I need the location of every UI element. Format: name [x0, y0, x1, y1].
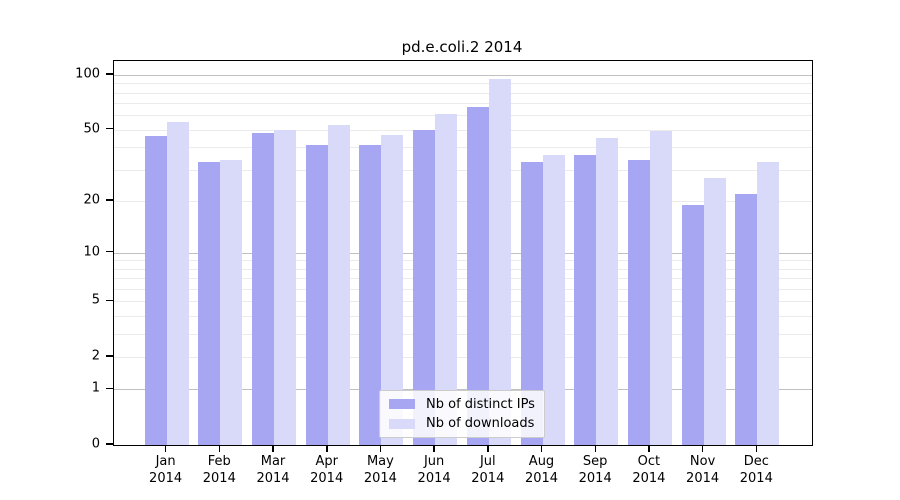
x-tick-label-may: May 2014 — [363, 454, 397, 486]
bar-oct-distinct-ips — [627, 159, 650, 445]
y-tick-label-50: 50 — [83, 121, 100, 137]
gridline-minor-90 — [114, 83, 812, 85]
y-tick-label-0: 0 — [91, 436, 100, 452]
bar-jan-downloads — [166, 122, 189, 445]
gridline-major-1 — [114, 389, 812, 391]
y-tick-mark-1 — [106, 387, 113, 390]
legend-label-distinct-ips: Nb of distinct IPs — [426, 396, 535, 412]
x-tick-label-feb: Feb 2014 — [202, 454, 236, 486]
gridline-minor-4 — [114, 315, 812, 317]
bar-apr-distinct-ips — [305, 145, 328, 445]
bar-may-distinct-ips — [359, 145, 382, 445]
x-tick-mark-nov — [701, 445, 704, 452]
y-tick-label-1: 1 — [91, 380, 100, 396]
y-tick-mark-20 — [106, 199, 113, 201]
x-tick-label-sep: Sep 2014 — [578, 454, 612, 486]
bar-sep-distinct-ips — [574, 155, 597, 445]
x-tick-mark-may — [379, 445, 382, 452]
gridline-minor-8 — [114, 268, 812, 270]
bar-feb-downloads — [220, 159, 243, 445]
x-tick-label-dec: Dec 2014 — [739, 454, 773, 486]
y-tick-label-2: 2 — [91, 348, 100, 364]
gridline-minor-30 — [114, 169, 812, 171]
legend-entry-downloads: Nb of downloads — [380, 416, 544, 431]
x-tick-mark-apr — [326, 445, 328, 452]
bar-mar-distinct-ips — [252, 132, 274, 445]
gridline-minor-2 — [114, 356, 812, 358]
bar-sep-downloads — [596, 137, 619, 445]
x-tick-label-aug: Aug 2014 — [524, 454, 559, 486]
x-tick-mark-feb — [218, 445, 221, 452]
bar-jul-distinct-ips — [466, 106, 489, 445]
bar-jun-downloads — [435, 114, 458, 445]
gridline-minor-6 — [114, 288, 812, 290]
bar-oct-downloads — [649, 131, 672, 445]
y-tick-label-100: 100 — [75, 66, 100, 82]
bar-may-downloads — [381, 134, 404, 445]
x-tick-label-apr: Apr 2014 — [310, 454, 344, 486]
gridline-minor-9 — [114, 260, 812, 262]
x-tick-label-mar: Mar 2014 — [256, 454, 290, 486]
bar-nov-distinct-ips — [681, 204, 704, 445]
x-tick-mark-jan — [164, 445, 167, 452]
y-tick-mark-50 — [106, 127, 113, 130]
bar-jan-distinct-ips — [144, 136, 167, 445]
gridline-minor-60 — [114, 115, 812, 117]
y-tick-mark-0 — [106, 443, 113, 445]
x-tick-mark-mar — [272, 445, 274, 452]
x-tick-label-oct: Oct 2014 — [632, 454, 666, 486]
bar-aug-distinct-ips — [520, 162, 543, 445]
bar-jul-downloads — [488, 78, 511, 445]
y-tick-label-10: 10 — [83, 244, 100, 260]
gridline-minor-5 — [114, 301, 812, 303]
y-tick-label-20: 20 — [83, 192, 100, 208]
legend: Nb of distinct IPs Nb of downloads — [379, 390, 545, 438]
y-tick-mark-10 — [106, 250, 113, 253]
x-tick-label-jul: Jul 2014 — [471, 454, 505, 486]
bar-mar-downloads — [274, 129, 296, 445]
x-tick-label-jun: Jun 2014 — [417, 454, 451, 486]
x-tick-mark-jun — [433, 445, 435, 452]
x-tick-label-jan: Jan 2014 — [149, 454, 183, 486]
y-tick-mark-2 — [106, 355, 113, 357]
gridline-minor-70 — [114, 103, 812, 105]
bar-apr-downloads — [327, 125, 350, 445]
y-tick-mark-5 — [106, 299, 113, 302]
x-tick-mark-dec — [755, 445, 758, 452]
x-tick-mark-jul — [487, 445, 489, 452]
y-tick-mark-100 — [106, 73, 113, 75]
gridline-minor-7 — [114, 278, 812, 280]
gridline-minor-3 — [114, 333, 812, 335]
bar-dec-distinct-ips — [735, 193, 758, 445]
legend-swatch-downloads — [389, 418, 415, 429]
bar-aug-downloads — [542, 155, 565, 445]
x-tick-mark-oct — [648, 445, 650, 452]
bar-feb-distinct-ips — [198, 162, 221, 445]
plot-area: Nb of distinct IPs Nb of downloads — [113, 60, 813, 446]
gridline-minor-50 — [114, 129, 812, 131]
gridline-major-100 — [114, 74, 812, 76]
legend-swatch-distinct-ips — [389, 399, 415, 410]
bar-dec-downloads — [757, 162, 780, 445]
y-tick-label-5: 5 — [91, 292, 100, 308]
bar-jun-distinct-ips — [413, 129, 436, 445]
gridline-minor-40 — [114, 147, 812, 149]
x-tick-mark-sep — [594, 445, 596, 452]
bar-nov-downloads — [703, 177, 726, 445]
x-tick-label-nov: Nov 2014 — [686, 454, 720, 486]
gridline-major-10 — [114, 252, 812, 254]
x-tick-mark-aug — [540, 445, 543, 452]
legend-label-downloads: Nb of downloads — [426, 416, 535, 432]
gridline-minor-80 — [114, 92, 812, 94]
legend-entry-distinct-ips: Nb of distinct IPs — [380, 397, 544, 412]
gridline-minor-20 — [114, 200, 812, 202]
chart-title: pd.e.coli.2 2014 — [401, 38, 523, 56]
